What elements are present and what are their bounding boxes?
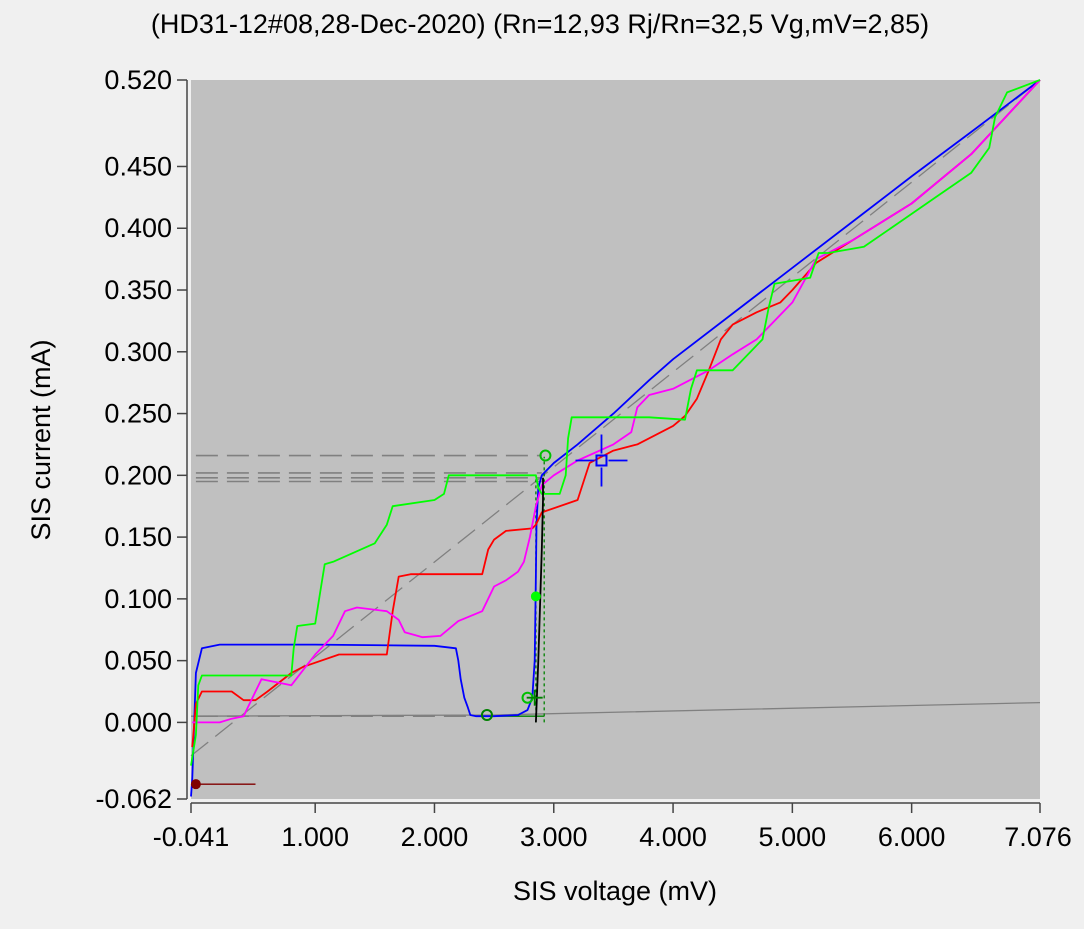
y-axis-label: SIS current (mA) (26, 339, 56, 540)
y-tick-label-5: 0.200 (104, 460, 172, 490)
y-tick-label-1: 0.000 (104, 707, 172, 737)
marker-plus-4 (526, 689, 543, 706)
x-tick-label-5: 5.000 (759, 822, 827, 852)
chart-title: (HD31-12#08,28-Dec-2020) (Rn=12,93 Rj/Rn… (151, 9, 929, 39)
y-tick-label-10: 0.450 (104, 151, 172, 181)
x-tick-label-1: 1.000 (281, 822, 349, 852)
x-axis-ticks: -0.041 1.000 2.000 3.000 4.000 5.000 6.000 7.07… (153, 803, 1072, 852)
y-tick-label-2: 0.050 (104, 646, 172, 676)
marker-dot-3 (530, 591, 541, 602)
x-tick-label-3: 3.000 (520, 822, 588, 852)
plot-area (191, 80, 1040, 799)
y-axis-ticks: -0.062 0.000 0.050 0.100 0.150 0.200 0.250 0.30… (95, 65, 187, 814)
marker-circle-open-1 (480, 708, 493, 721)
x-axis-label: SIS voltage (mV) (513, 876, 717, 906)
x-tick-label-4: 4.000 (639, 822, 707, 852)
series-line-2 (192, 79, 1041, 724)
series-line-0 (190, 79, 1041, 797)
y-tick-label-9: 0.400 (104, 213, 172, 243)
y-tick-label-3: 0.100 (104, 584, 172, 614)
marker-circle-open-0 (539, 449, 552, 462)
y-tick-label-8: 0.350 (104, 275, 172, 305)
series-layer (190, 79, 1041, 797)
marker-crosshair-5 (575, 434, 628, 487)
series-line-3 (190, 79, 1041, 766)
y-tick-label-0: -0.062 (95, 784, 172, 814)
x-tick-label-7: 7.076 (1004, 822, 1072, 852)
y-tick-label-7: 0.300 (104, 337, 172, 367)
marker-dot-6 (190, 779, 201, 790)
x-tick-label-0: -0.041 (153, 822, 230, 852)
y-tick-label-4: 0.150 (104, 522, 172, 552)
x-tick-label-2: 2.000 (401, 822, 469, 852)
x-tick-label-6: 6.000 (878, 822, 946, 852)
y-tick-label-6: 0.250 (104, 399, 172, 429)
y-tick-label-11: 0.520 (104, 65, 172, 95)
series-line-4 (535, 477, 544, 723)
markers-layer (190, 434, 628, 790)
